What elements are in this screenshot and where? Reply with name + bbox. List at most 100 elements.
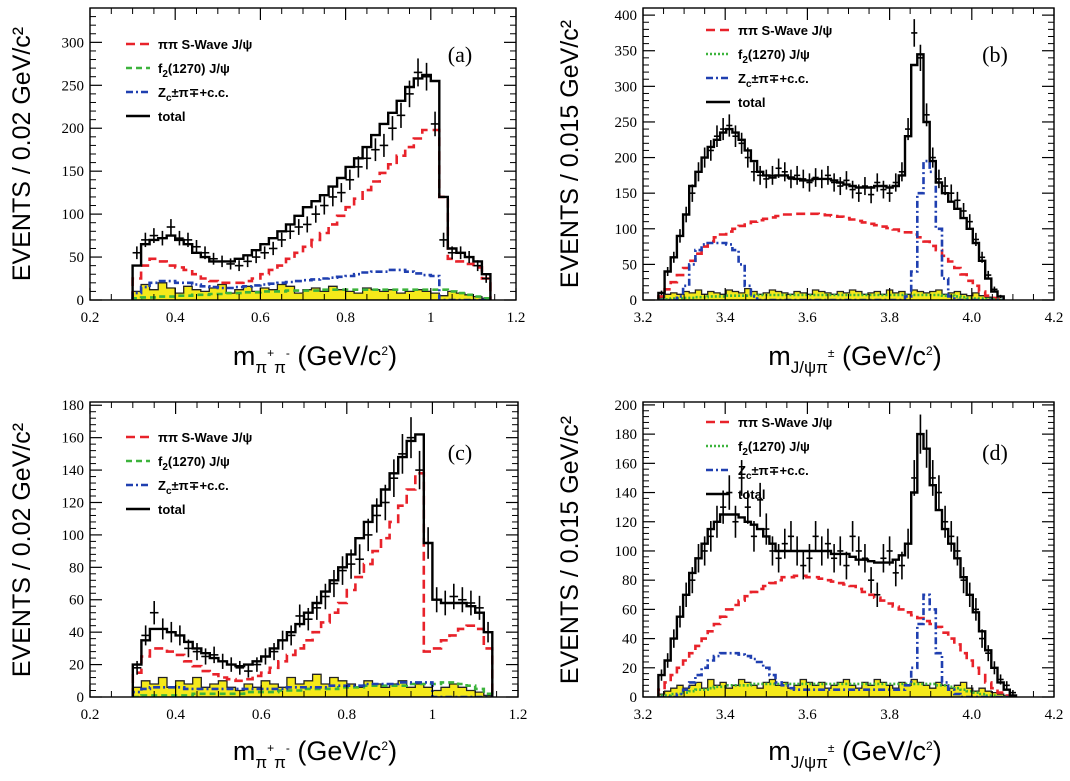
- data-point: [769, 536, 776, 566]
- x-tick-label: 1.2: [507, 310, 526, 326]
- x-tick-label: 0.8: [336, 310, 355, 326]
- legend-entry: ππ S-Wave J/ψ: [706, 415, 832, 430]
- data-point: [200, 246, 210, 260]
- data-point: [167, 621, 176, 643]
- data-point: [744, 147, 751, 168]
- data-point: [354, 156, 363, 178]
- y-tick-label: 60: [622, 602, 637, 618]
- legend-entry: f2(1270) J/ψ: [706, 47, 810, 66]
- data-point: [260, 246, 269, 260]
- y-tick-label: 400: [615, 8, 638, 24]
- data-point: [268, 241, 278, 256]
- data-point: [997, 674, 1004, 685]
- data-point: [831, 544, 838, 573]
- data-point: [911, 460, 918, 496]
- data-point: [701, 536, 708, 566]
- data-point: [218, 653, 227, 669]
- data-point: [781, 528, 788, 559]
- legend-entry: Zc±π∓+c.c.: [706, 463, 809, 482]
- component-curve-3: [131, 681, 493, 697]
- data-point: [707, 140, 714, 161]
- data-point: [701, 147, 708, 168]
- data-point: [800, 551, 807, 580]
- total-fit-histogram: [657, 432, 1018, 697]
- data-point: [769, 165, 776, 185]
- data-point: [183, 232, 193, 248]
- x-tick-label: 3.6: [798, 707, 817, 723]
- data-point: [874, 173, 881, 192]
- y-tick-label: 160: [615, 456, 638, 472]
- data-point: [818, 169, 825, 189]
- data-point: [295, 604, 304, 628]
- legend-entry: ππ S-Wave J/ψ: [126, 37, 252, 52]
- data-point: [849, 180, 856, 199]
- y-tick-label: 40: [622, 632, 637, 648]
- data-point: [868, 567, 875, 594]
- chart-panel-4: 3.2 3.4 3.6 3.8 4.0 4.2 0 20 40 60 80 100 120 140 160 1…: [556, 398, 1063, 772]
- x-tick-label: 0.8: [337, 707, 356, 723]
- data-point: [371, 138, 380, 162]
- data-point: [818, 536, 825, 566]
- x-axis-label: mJ/ψπ± (GeV/c2): [768, 736, 941, 772]
- data-point: [991, 661, 998, 675]
- data-point: [362, 147, 372, 170]
- data-point: [389, 459, 399, 498]
- y-tick-label: 160: [62, 431, 85, 447]
- y-tick-label: 60: [69, 593, 84, 609]
- data-point: [738, 460, 745, 496]
- data-point: [320, 196, 329, 215]
- data-point: [874, 582, 881, 607]
- data-point: [423, 527, 433, 559]
- data-point: [880, 180, 887, 199]
- data-point: [406, 417, 416, 459]
- data-point: [911, 19, 918, 47]
- y-tick-label: 0: [77, 690, 85, 706]
- data-point: [132, 660, 142, 675]
- data-point: [209, 252, 218, 265]
- panel-tag: (a): [448, 42, 472, 67]
- data-point: [892, 173, 899, 192]
- legend-entry: total: [706, 95, 765, 110]
- data-point: [312, 595, 322, 620]
- data-point: [763, 513, 770, 545]
- legend-label: Zc±π∓+c.c.: [158, 85, 229, 104]
- data-point: [458, 587, 467, 613]
- data-point: [935, 169, 943, 189]
- legend-label: ππ S-Wave J/ψ: [158, 430, 252, 445]
- data-point: [917, 414, 924, 454]
- data-point: [732, 505, 739, 538]
- data-point: [942, 177, 949, 196]
- data-point: [824, 528, 832, 559]
- component-curve-1: [657, 574, 1016, 697]
- x-tick-label: 0.4: [166, 310, 185, 326]
- data-point: [252, 657, 262, 672]
- data-point: [379, 133, 389, 157]
- data-point: [689, 567, 696, 594]
- y-tick-label: 100: [615, 544, 638, 560]
- legend-entry: ππ S-Wave J/ψ: [126, 430, 252, 445]
- data-point: [676, 605, 684, 628]
- data-point: [966, 214, 973, 230]
- legend: ππ S-Wave J/ψ f2(1270) J/ψ Zc±π∓+c.c. total: [706, 415, 832, 502]
- x-tick-label: 3.2: [634, 310, 653, 326]
- data-point: [683, 582, 690, 607]
- data-point: [311, 205, 321, 223]
- x-tick-label: 3.4: [716, 707, 735, 723]
- data-point: [422, 62, 431, 91]
- x-axis-label: mJ/ψπ± (GeV/c2): [768, 341, 941, 377]
- y-axis-label: EVENTS / 0.02 GeV/c²: [8, 27, 36, 281]
- data-point: [781, 162, 788, 182]
- data-point: [991, 286, 998, 293]
- data-point: [720, 118, 727, 141]
- component-curve-2: [132, 681, 494, 697]
- plot-area: [657, 19, 1005, 300]
- data-point: [985, 270, 992, 280]
- x-tick-label: 0.4: [166, 707, 185, 723]
- data-point: [812, 521, 819, 552]
- data-point: [689, 184, 696, 202]
- y-tick-label: 0: [630, 293, 638, 309]
- data-point: [658, 669, 665, 681]
- plot-area: [657, 414, 1018, 697]
- data-point: [676, 229, 684, 243]
- x-tick-label: 3.6: [798, 310, 817, 326]
